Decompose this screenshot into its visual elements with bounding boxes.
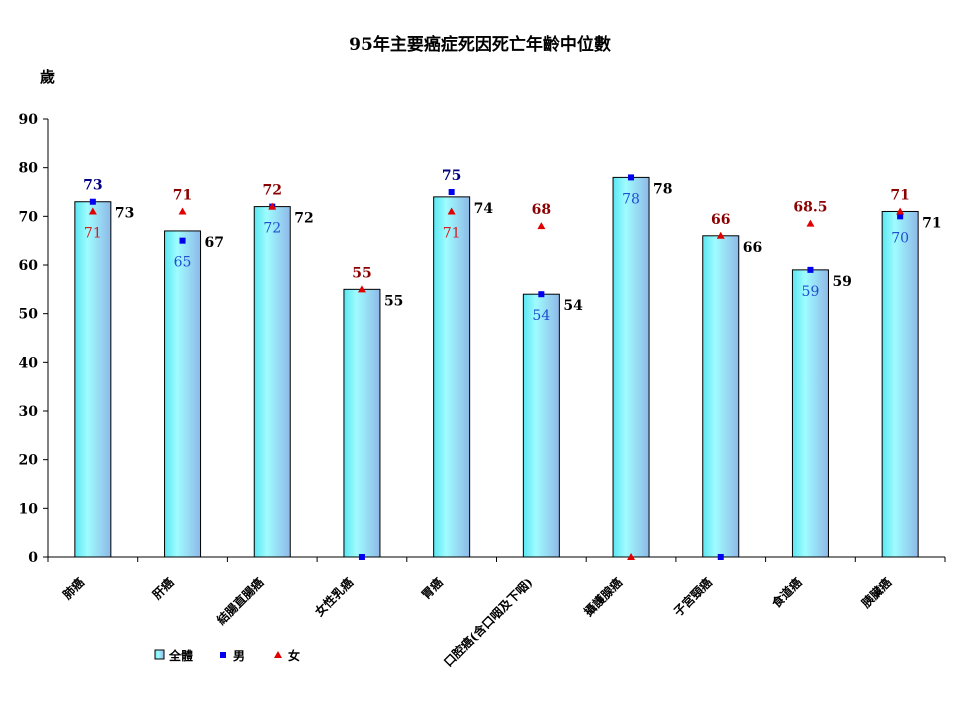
data-label-male: 70: [891, 230, 909, 246]
data-label-male: 75: [442, 168, 461, 184]
plot-area: 0 10 20 30 40 50 60 70 80 90 73 73 71 肺癌 67 71 65 肝癌 72 72 7…: [19, 112, 946, 670]
category-label: 結腸直腸癌: [213, 575, 266, 628]
y-tick-label: 90: [19, 112, 39, 128]
data-label-male: 54: [532, 308, 550, 324]
chart-title: 95年主要癌症死因死亡年齡中位數: [349, 34, 611, 55]
data-label-male: 78: [622, 191, 640, 207]
bar-total: [881, 210, 919, 558]
marker-male: [448, 189, 455, 195]
marker-male: [897, 213, 904, 220]
category-label: 肺癌: [59, 575, 87, 603]
category-label: 口腔癌(含口咽及下咽): [440, 575, 535, 670]
data-label-male: 65: [174, 255, 192, 271]
bar-total: [433, 196, 471, 558]
data-label-total: 59: [832, 274, 851, 290]
category-label: 胃癌: [418, 575, 446, 603]
marker-female: [357, 285, 366, 293]
data-label-female: 66: [711, 212, 730, 228]
marker-female: [447, 207, 456, 215]
data-label-total: 72: [294, 211, 313, 227]
data-label-total: 71: [922, 215, 941, 231]
data-label-female: 55: [352, 265, 371, 281]
category-label: 肝癌: [149, 575, 177, 603]
bar-total: [791, 269, 829, 558]
marker-male: [717, 554, 724, 560]
marker-female: [88, 207, 97, 215]
legend-swatch-female: [274, 651, 282, 658]
marker-female: [896, 207, 905, 215]
marker-female: [716, 231, 725, 239]
bar-total: [522, 293, 560, 558]
bar-total: [164, 230, 202, 558]
category-label: 攝護腺癌: [581, 575, 626, 620]
legend: 全體 男 女: [154, 648, 300, 663]
marker-male: [538, 291, 545, 298]
data-label-female: 68.5: [793, 200, 827, 216]
marker-male: [358, 554, 365, 560]
y-axis-label: 歲: [40, 68, 55, 86]
y-tick-label: 60: [19, 258, 39, 274]
bar-total: [74, 201, 112, 558]
data-label-female: 72: [263, 183, 282, 199]
data-label-female: 71: [890, 187, 909, 203]
legend-swatch-total: [154, 649, 165, 660]
data-label-female: 68: [532, 202, 551, 218]
bar-total: [612, 176, 650, 558]
marker-female: [537, 222, 546, 230]
legend-swatch-male: [220, 652, 226, 658]
bar-total: [702, 235, 740, 558]
marker-female: [806, 219, 815, 227]
bar-total: [253, 206, 291, 558]
marker-female: [627, 553, 636, 560]
data-label-male: 72: [263, 221, 281, 237]
data-label-total: 67: [205, 235, 224, 251]
data-label-male: 59: [802, 284, 820, 300]
data-label-female: 71: [84, 225, 102, 241]
data-label-male: 73: [83, 178, 102, 194]
y-tick-label: 30: [19, 404, 39, 420]
marker-male: [807, 266, 814, 273]
data-label-total: 54: [563, 298, 583, 314]
bar-total: [343, 288, 381, 558]
marker-female: [178, 207, 187, 215]
data-label-female: 71: [173, 187, 192, 203]
data-label-total: 78: [653, 181, 672, 197]
y-tick-label: 20: [19, 453, 39, 469]
y-tick-label: 40: [19, 355, 39, 371]
y-tick-label: 70: [19, 209, 39, 225]
data-label-female: 71: [443, 225, 461, 241]
category-label: 食道癌: [768, 575, 805, 612]
y-tick-label: 80: [19, 161, 39, 177]
marker-female: [268, 202, 277, 210]
data-label-total: 66: [743, 240, 762, 256]
legend-label: 女: [288, 648, 300, 663]
marker-male: [89, 198, 96, 205]
y-tick-label: 0: [28, 550, 38, 566]
marker-male: [179, 237, 186, 244]
data-label-total: 73: [115, 206, 134, 222]
legend-label: 全體: [168, 648, 193, 663]
y-tick-label: 10: [19, 501, 39, 517]
marker-male: [628, 174, 635, 181]
category-label: 女性乳癌: [312, 575, 357, 620]
category-label: 子宮頸癌: [670, 575, 715, 620]
data-label-total: 74: [474, 201, 494, 217]
category-label: 胰臟癌: [858, 575, 894, 611]
data-label-total: 55: [384, 293, 403, 309]
y-tick-label: 50: [19, 307, 39, 323]
legend-label: 男: [233, 649, 245, 663]
